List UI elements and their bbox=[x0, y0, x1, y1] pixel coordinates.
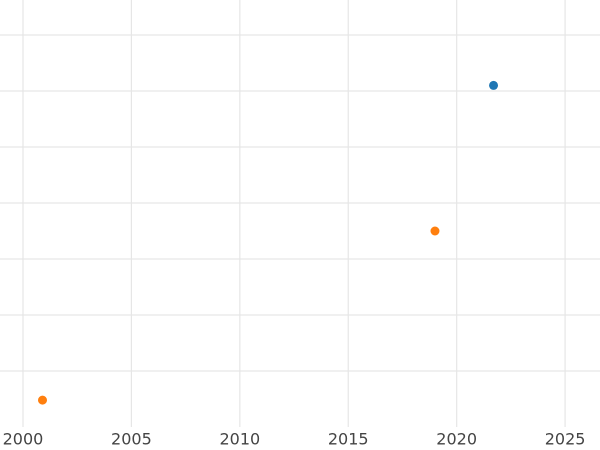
x-tick-label: 2000 bbox=[3, 430, 44, 449]
point bbox=[489, 80, 499, 90]
point bbox=[430, 226, 440, 236]
point bbox=[38, 395, 48, 405]
x-tick-label: 2015 bbox=[328, 430, 369, 449]
x-tick-label: 2025 bbox=[545, 430, 586, 449]
x-tick-label: 2020 bbox=[436, 430, 477, 449]
x-tick-label: 2005 bbox=[111, 430, 152, 449]
x-tick-label: 2010 bbox=[219, 430, 260, 449]
